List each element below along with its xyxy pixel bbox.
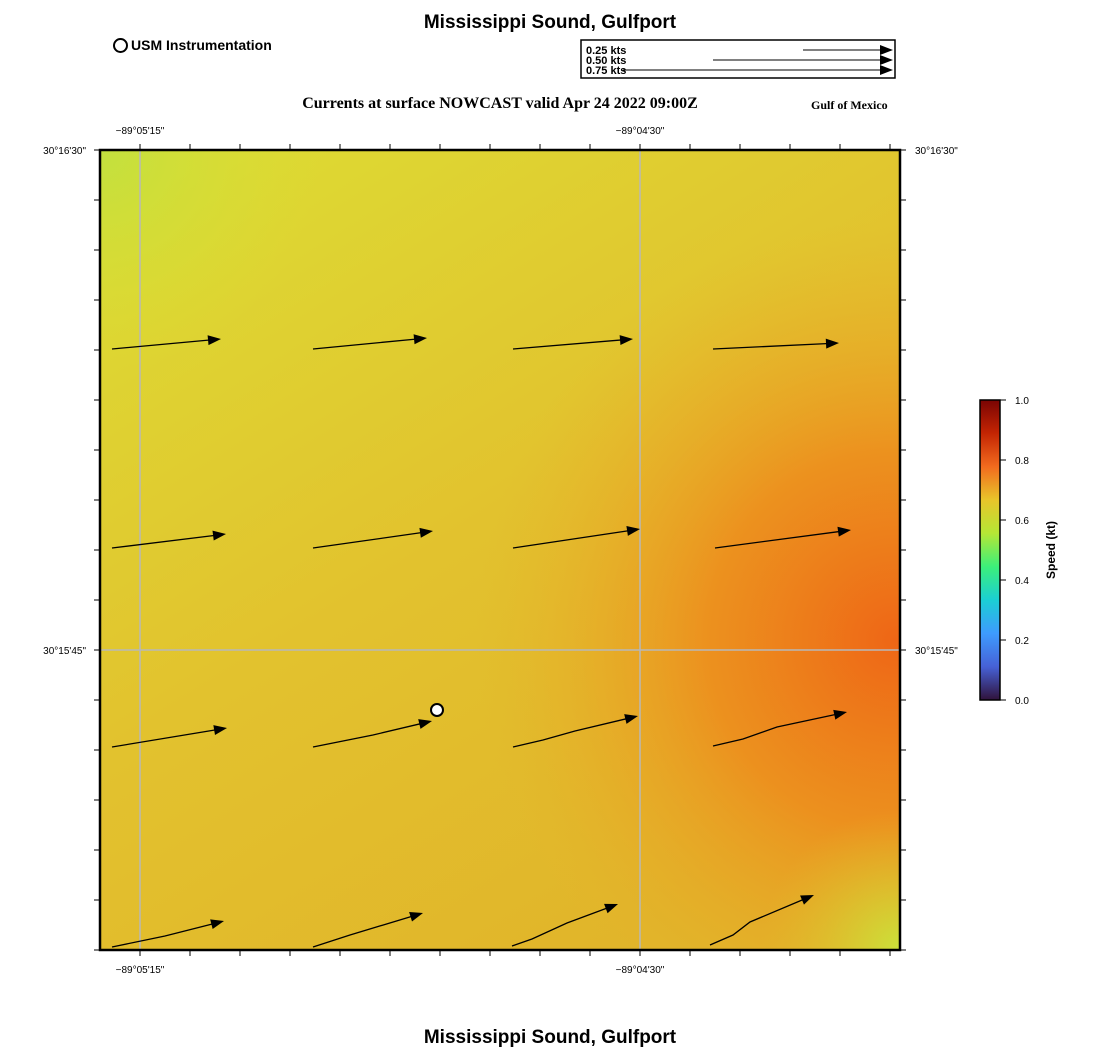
current-vector-arrow (111, 725, 227, 748)
vector-head (210, 919, 224, 930)
vector-shaft (712, 342, 830, 350)
vector-shaft (712, 713, 838, 747)
vector-head (604, 903, 618, 914)
vector-head (619, 335, 633, 346)
vector-head (833, 709, 847, 720)
scale-label-025: 0.25 kts (586, 45, 626, 57)
colorbar-tick-label: 0.8 (1015, 456, 1029, 467)
lon-label-top-1: −89°05'15" (116, 126, 165, 137)
vector-shaft (511, 906, 609, 947)
vector-head (624, 714, 638, 724)
current-vector-arrow (111, 335, 221, 350)
colorbar-label: Speed (kt) (1044, 521, 1058, 579)
current-vector-arrow (111, 919, 224, 948)
vector-head (409, 911, 423, 922)
vector-shaft (111, 534, 217, 549)
vector-shaft (111, 339, 212, 350)
vector-shaft (111, 922, 215, 948)
vector-shaft (709, 898, 806, 946)
vector-shaft (312, 915, 414, 948)
current-vector-arrow (709, 895, 814, 946)
current-vectors (111, 334, 851, 948)
current-vector-arrow (111, 530, 226, 549)
station-marker-icon (113, 37, 128, 53)
colorbar-tick-label: 0.4 (1015, 576, 1029, 587)
vector-shaft (512, 717, 629, 748)
current-vector-arrow (712, 338, 839, 350)
map-title: Mississippi Sound, Gulfport (423, 12, 677, 33)
scale-box (580, 39, 896, 79)
lon-label-bottom-2: −89°04'30" (616, 965, 665, 976)
scale-arrow-head (880, 65, 893, 75)
colorbar-tick-label: 0.2 (1015, 636, 1029, 647)
current-vector-arrow (312, 719, 432, 748)
colorbar-tick-label: 1.0 (1015, 396, 1029, 407)
current-vector-arrow (512, 335, 633, 350)
vector-scale-legend: 0.25 kts 0.50 kts 0.75 kts (580, 39, 896, 79)
vector-shaft (512, 339, 624, 350)
scale-label-050: 0.50 kts (586, 55, 626, 67)
lon-label-top-2: −89°04'30" (616, 126, 665, 137)
vector-head (213, 725, 227, 736)
vector-head (800, 895, 814, 905)
station-legend: USM Instrumentation (113, 37, 272, 53)
vector-head (825, 338, 839, 349)
vector-head (837, 526, 851, 537)
vector-shaft (111, 728, 218, 748)
vector-shaft (312, 531, 424, 549)
lat-label-left-1: 30°16'30" (43, 146, 86, 157)
lat-label-right-2: 30°15'45" (915, 646, 958, 657)
vector-shaft (714, 530, 842, 549)
current-vector-arrow (512, 525, 640, 549)
colorbar-tick-label: 0.6 (1015, 516, 1029, 527)
current-vector-arrow (312, 527, 433, 549)
current-vector-arrow (714, 526, 851, 549)
colorbar-bar (979, 399, 1001, 701)
vector-shaft (312, 722, 423, 748)
usm-station-marker[interactable] (430, 703, 444, 717)
current-vector-arrow (511, 903, 618, 947)
current-speed-field (100, 150, 900, 950)
map-subtitle: Currents at surface NOWCAST valid Apr 24… (302, 95, 698, 112)
current-vector-arrow (312, 334, 427, 350)
vector-head (626, 525, 640, 536)
vector-head (207, 335, 221, 346)
vector-head (212, 530, 226, 541)
footer-title: Mississippi Sound, Gulfport (423, 1027, 677, 1048)
lat-label-left-2: 30°15'45" (43, 646, 86, 657)
current-vector-arrow (512, 714, 638, 748)
lat-label-right-1: 30°16'30" (915, 146, 958, 157)
region-label: Gulf of Mexico (811, 98, 888, 112)
vector-shaft (512, 529, 631, 549)
vector-head (413, 334, 427, 345)
vector-shaft (312, 338, 418, 350)
current-vector-arrow (312, 911, 423, 948)
frame-ticks (94, 144, 906, 956)
colorbar: 1.0 0.8 0.6 0.4 0.2 0.0 Speed (kt) (979, 396, 1058, 707)
vector-head (419, 527, 433, 538)
vector-head (418, 719, 432, 729)
station-legend-label: USM Instrumentation (131, 37, 272, 53)
scale-arrow-head (880, 45, 893, 55)
current-vector-arrow (712, 709, 847, 747)
colorbar-tick-label: 0.0 (1015, 696, 1029, 707)
scale-arrow-head (880, 55, 893, 65)
scale-label-075: 0.75 kts (586, 65, 626, 77)
lon-label-bottom-1: −89°05'15" (116, 965, 165, 976)
